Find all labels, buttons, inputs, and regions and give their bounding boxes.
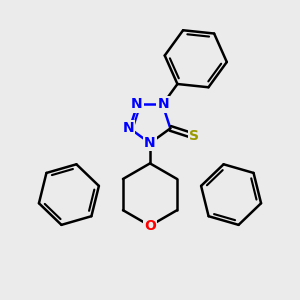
Text: N: N: [144, 136, 156, 150]
Text: N: N: [131, 98, 142, 112]
Text: S: S: [189, 129, 200, 143]
Text: O: O: [144, 219, 156, 233]
Text: N: N: [122, 122, 134, 135]
Text: N: N: [158, 98, 169, 112]
